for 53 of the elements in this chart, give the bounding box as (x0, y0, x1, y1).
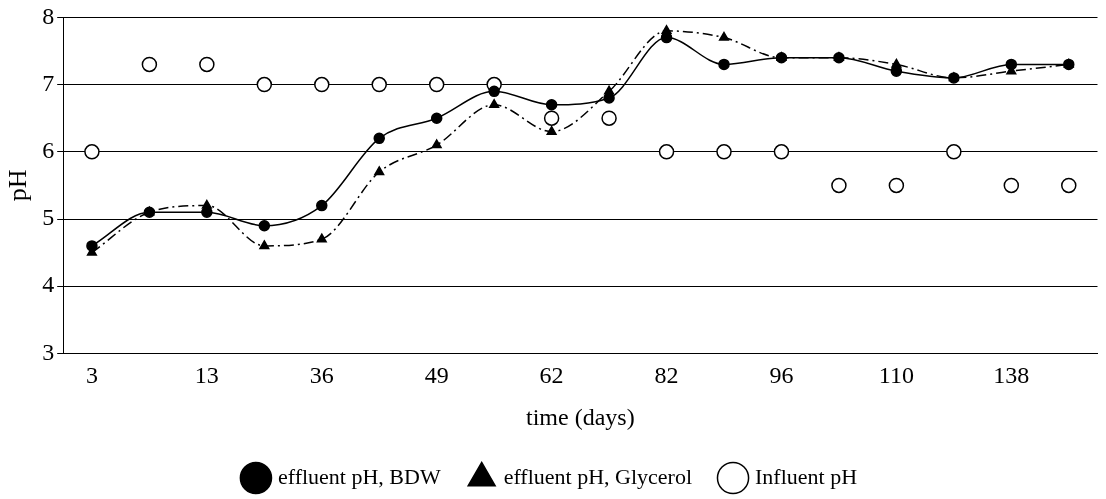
point (371, 76, 387, 93)
point (316, 199, 328, 212)
point (773, 144, 790, 160)
point (601, 110, 617, 126)
point (718, 58, 730, 71)
x-tick-label: 138 (993, 362, 1030, 389)
y-tick-label: 3 (42, 338, 55, 365)
y-tick-label: 4 (42, 271, 55, 298)
point (1061, 177, 1077, 194)
point (430, 112, 443, 124)
point (141, 56, 158, 73)
x-tick-label: 13 (194, 362, 219, 389)
point (716, 144, 732, 160)
point (84, 144, 100, 160)
x-tick-label: 110 (878, 362, 914, 389)
point (946, 144, 962, 160)
x-axis-title: time (days) (526, 403, 635, 430)
point (1005, 58, 1018, 71)
x-tick-label: 36 (309, 362, 334, 389)
y-tick-label: 5 (42, 204, 55, 231)
point (314, 76, 330, 93)
point (428, 76, 445, 93)
point (258, 219, 271, 232)
point (546, 125, 557, 135)
point (831, 177, 847, 194)
legend-label: effluent pH, BDW (277, 463, 441, 489)
y-tick-label: 8 (42, 2, 55, 29)
legend-label: Influent pH (755, 463, 858, 489)
point (489, 99, 500, 109)
point (86, 240, 98, 252)
point (373, 132, 385, 145)
point (718, 31, 730, 41)
point (316, 233, 327, 243)
x-tick-label: 82 (654, 362, 679, 389)
point (888, 177, 905, 194)
y-tick-label: 7 (42, 69, 55, 96)
point (658, 144, 675, 160)
point (543, 110, 560, 126)
point (199, 56, 215, 73)
x-tick-label: 49 (424, 362, 449, 389)
point (488, 85, 500, 98)
point (374, 166, 385, 176)
point (256, 76, 273, 93)
point (1003, 177, 1020, 194)
y-tick-label: 6 (42, 137, 55, 164)
legend-label: effluent pH, Glycerol (503, 463, 693, 489)
x-tick-label: 96 (769, 362, 794, 389)
point (431, 139, 442, 149)
y-axis-title: pH (3, 169, 33, 202)
x-tick-label: 3 (85, 362, 98, 389)
point (259, 240, 270, 250)
x-tick-label: 62 (539, 362, 564, 389)
point (545, 99, 558, 111)
